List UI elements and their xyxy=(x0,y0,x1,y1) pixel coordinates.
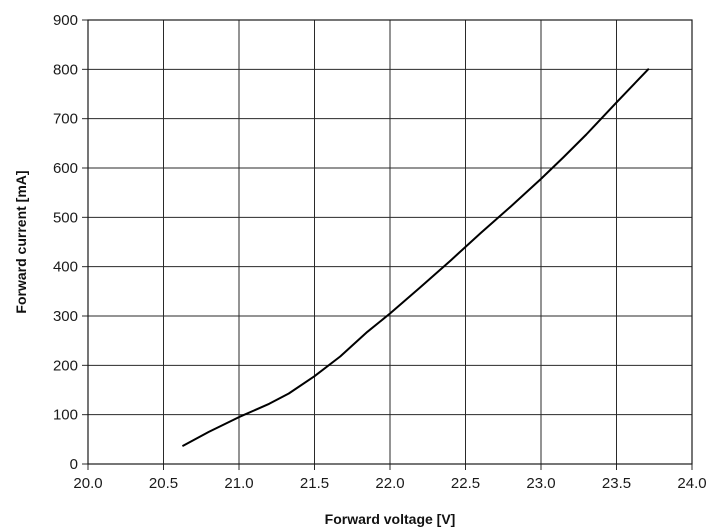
y-tick-label: 300 xyxy=(53,308,78,325)
grid xyxy=(82,19,693,470)
y-tick-label: 200 xyxy=(53,357,78,374)
x-axis-title: Forward voltage [V] xyxy=(325,511,456,527)
x-tick-label: 21.5 xyxy=(300,475,329,492)
y-tick-label: 500 xyxy=(53,209,78,226)
x-tick-label: 20.0 xyxy=(73,475,102,492)
x-tick-label: 20.5 xyxy=(149,475,178,492)
series-group xyxy=(182,68,650,447)
x-tick-label: 22.0 xyxy=(375,475,404,492)
y-tick-label: 800 xyxy=(53,61,78,78)
x-tick-label: 21.0 xyxy=(224,475,253,492)
y-tick-labels: 0 100 200 300 400 500 600 700 800 900 xyxy=(53,12,78,473)
y-tick-label: 0 xyxy=(70,456,78,473)
y-tick-label: 700 xyxy=(53,111,78,128)
x-tick-label: 22.5 xyxy=(451,475,480,492)
plot-frame xyxy=(87,19,693,465)
y-tick-label: 900 xyxy=(53,12,78,29)
y-tick-label: 100 xyxy=(53,407,78,424)
y-tick-label: 600 xyxy=(53,160,78,177)
x-tick-label: 24.0 xyxy=(677,475,706,492)
x-tick-labels: 20.0 20.5 21.0 21.5 22.0 22.5 23.0 23.5 24.0 xyxy=(73,475,706,492)
series-line xyxy=(182,68,650,447)
x-tick-label: 23.0 xyxy=(526,475,555,492)
y-axis-title: Forward current [mA] xyxy=(13,170,29,313)
x-tick-label: 23.5 xyxy=(602,475,631,492)
y-tick-label: 400 xyxy=(53,259,78,276)
